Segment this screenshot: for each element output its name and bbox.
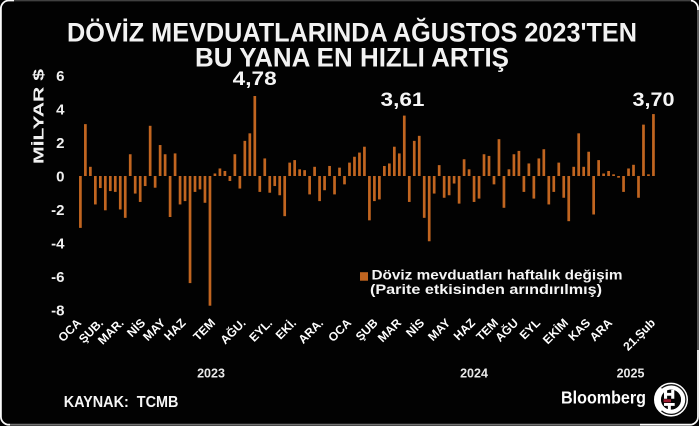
svg-text:NİS: NİS [402,315,427,340]
svg-text:MAY: MAY [425,316,453,344]
svg-text:MAR: MAR [375,316,404,345]
svg-text:-8: -8 [51,302,64,319]
svg-text:Döviz mevduatları haftalık değ: Döviz mevduatları haftalık değişim [372,267,623,283]
svg-text:-2: -2 [51,202,64,219]
svg-text:21.Şub: 21.Şub [620,316,658,354]
svg-text:KAS: KAS [565,316,593,344]
svg-text:EKİ.: EKİ. [272,315,299,342]
svg-text:MİLYAR $: MİLYAR $ [31,68,48,164]
svg-text:EYL: EYL [517,316,543,342]
svg-text:OCA: OCA [325,316,354,345]
svg-text:6: 6 [56,68,64,85]
svg-text:ŞUB: ŞUB [353,316,381,344]
svg-text:3,70: 3,70 [633,90,675,111]
svg-text:KAYNAK: TCMB: KAYNAK: TCMB [64,394,179,411]
svg-text:4,78: 4,78 [233,69,277,90]
svg-text:2: 2 [56,135,64,152]
svg-text:DÖVİZ MEVDUATLARINDA AĞUSTOS 2: DÖVİZ MEVDUATLARINDA AĞUSTOS 2023'TEN [67,17,637,48]
svg-text:AĞU: AĞU [492,315,521,344]
svg-text:-6: -6 [51,269,64,286]
svg-text:2025: 2025 [617,367,645,381]
svg-text:BU YANA EN HIZLI ARTIŞ: BU YANA EN HIZLI ARTIŞ [195,43,509,73]
svg-text:AĞU.: AĞU. [217,315,249,347]
svg-text:0: 0 [56,168,64,185]
svg-text:2024: 2024 [460,367,488,381]
svg-text:TEM: TEM [190,316,218,344]
svg-text:Bloomberg: Bloomberg [561,387,646,407]
svg-text:(Parite etkisinden arındırılmı: (Parite etkisinden arındırılmış) [370,281,602,297]
svg-text:EKİM: EKİM [539,315,571,347]
svg-text:HAZ: HAZ [451,316,478,343]
svg-text:2023: 2023 [197,367,225,381]
svg-text:EYL.: EYL. [246,316,275,345]
svg-text:3,61: 3,61 [381,90,426,111]
svg-text:ARA.: ARA. [295,316,326,347]
svg-text:ARA: ARA [587,316,616,345]
svg-text:-4: -4 [51,235,65,252]
svg-text:4: 4 [56,102,65,119]
svg-text:HAZ: HAZ [161,316,188,343]
